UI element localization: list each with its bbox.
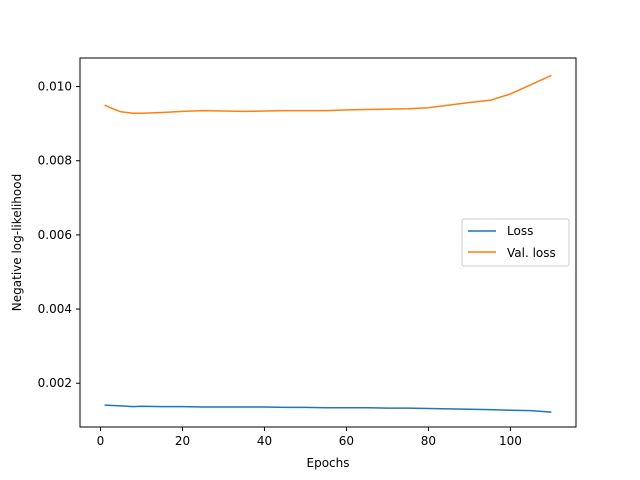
series-line-loss xyxy=(104,404,552,413)
y-tick-label: 0.008 xyxy=(38,154,72,168)
x-axis-ticks: 0 20 40 60 80 100 xyxy=(97,427,522,448)
legend-label-loss: Loss xyxy=(507,224,533,238)
x-tick-label: 100 xyxy=(499,434,522,448)
series-layer xyxy=(104,74,552,413)
x-axis-label: Epochs xyxy=(307,456,350,470)
series-line-val-loss xyxy=(104,74,552,115)
x-tick-label: 80 xyxy=(421,434,436,448)
x-tick-label: 60 xyxy=(339,434,354,448)
x-tick-label: 40 xyxy=(257,434,272,448)
y-tick-label: 0.010 xyxy=(38,80,72,94)
y-tick-label: 0.004 xyxy=(38,302,72,316)
x-tick-label: 0 xyxy=(97,434,105,448)
y-tick-label: 0.006 xyxy=(38,228,72,242)
y-axis-label: Negative log-likelihood xyxy=(10,174,24,311)
x-tick-label: 20 xyxy=(175,434,190,448)
y-tick-label: 0.002 xyxy=(38,376,72,390)
legend-label-val-loss: Val. loss xyxy=(507,246,556,260)
axes-frame xyxy=(79,57,577,428)
legend: Loss Val. loss xyxy=(461,218,570,267)
y-axis-ticks: 0.002 0.004 0.006 0.008 0.010 xyxy=(38,80,80,390)
